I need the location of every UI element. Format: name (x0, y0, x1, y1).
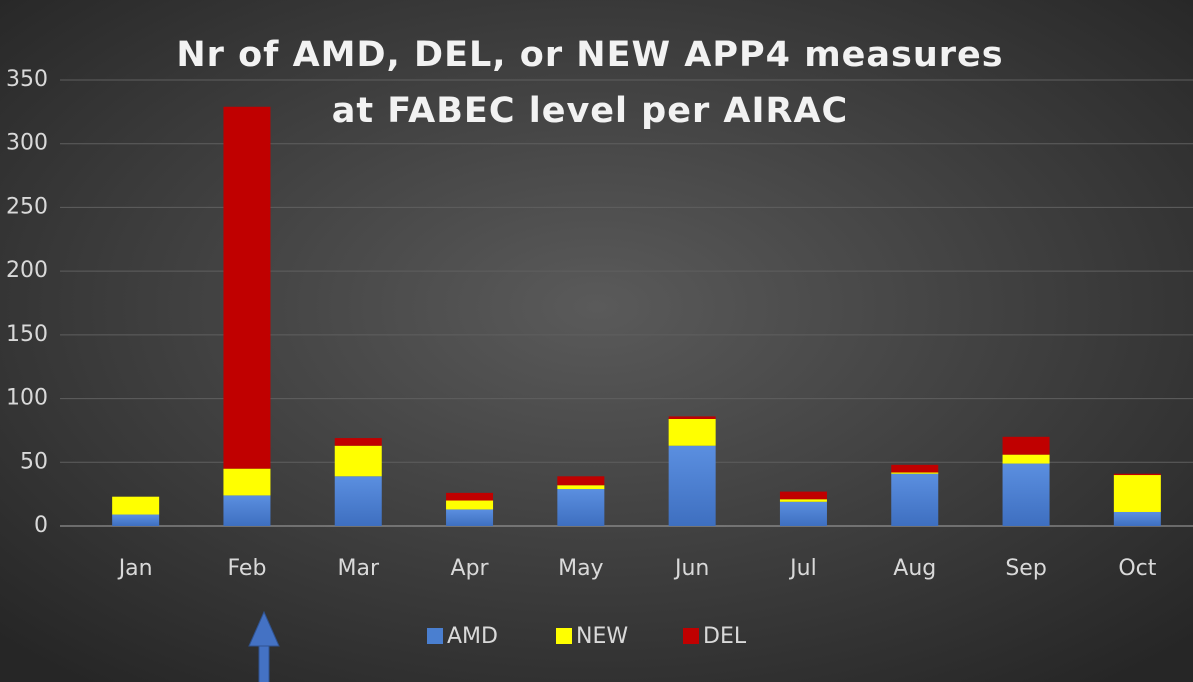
bar-segment (891, 473, 939, 526)
x-tick-label: Jul (788, 556, 817, 581)
y-tick-label: 250 (6, 194, 48, 219)
x-tick-label: Aug (893, 556, 936, 581)
x-tick-label: Oct (1118, 556, 1156, 581)
bar-segment (1113, 473, 1161, 476)
bar-segment (112, 496, 160, 515)
bar-segment (334, 438, 382, 446)
bar-segment (557, 489, 605, 526)
bar-segment (446, 492, 494, 501)
bar-segment (779, 491, 827, 500)
bar-segment (668, 418, 716, 446)
bar-segment (891, 464, 939, 473)
bar-segment (1002, 436, 1050, 455)
bar-segment (779, 499, 827, 502)
legend-label: DEL (703, 624, 747, 649)
x-tick-label: Apr (451, 556, 490, 581)
x-tick-label: May (558, 556, 603, 581)
y-tick-label: 350 (6, 67, 48, 92)
chart-title: at FABEC level per AIRAC (332, 91, 849, 131)
x-tick-label: Feb (227, 556, 266, 581)
bar-segment (668, 416, 716, 419)
bar-segment (1113, 475, 1161, 512)
chart-title: Nr of AMD, DEL, or NEW APP4 measures (176, 35, 1003, 75)
y-tick-label: 150 (6, 322, 48, 347)
bar-segment (223, 495, 271, 526)
bar-segment (557, 476, 605, 486)
bar-segment (223, 106, 271, 469)
bar-segment (779, 501, 827, 526)
bar-segment (668, 445, 716, 526)
arrow (248, 610, 280, 682)
bar-segment (334, 445, 382, 477)
bar-segment (891, 472, 939, 474)
bar-segment (223, 468, 271, 496)
legend-swatch (683, 628, 699, 644)
bar-segment (1002, 454, 1050, 464)
bar-segment (1002, 463, 1050, 526)
x-tick-label: Jan (117, 556, 153, 581)
x-tick-label: Mar (337, 556, 379, 581)
legend-swatch (556, 628, 572, 644)
bar-segment (334, 476, 382, 526)
y-tick-label: 0 (34, 513, 48, 538)
bar-segment (112, 514, 160, 526)
y-tick-label: 200 (6, 258, 48, 283)
bar-segment (557, 485, 605, 490)
legend-label: NEW (576, 624, 628, 649)
y-tick-label: 100 (6, 386, 48, 411)
bar-segment (446, 509, 494, 526)
x-tick-label: Jun (673, 556, 709, 581)
y-tick-label: 50 (20, 449, 48, 474)
legend-label: AMD (447, 624, 498, 649)
y-tick-label: 300 (6, 131, 48, 156)
bar-segment (1113, 511, 1161, 526)
x-tick-label: Sep (1005, 556, 1046, 581)
legend-swatch (427, 628, 443, 644)
bar-segment (446, 500, 494, 510)
